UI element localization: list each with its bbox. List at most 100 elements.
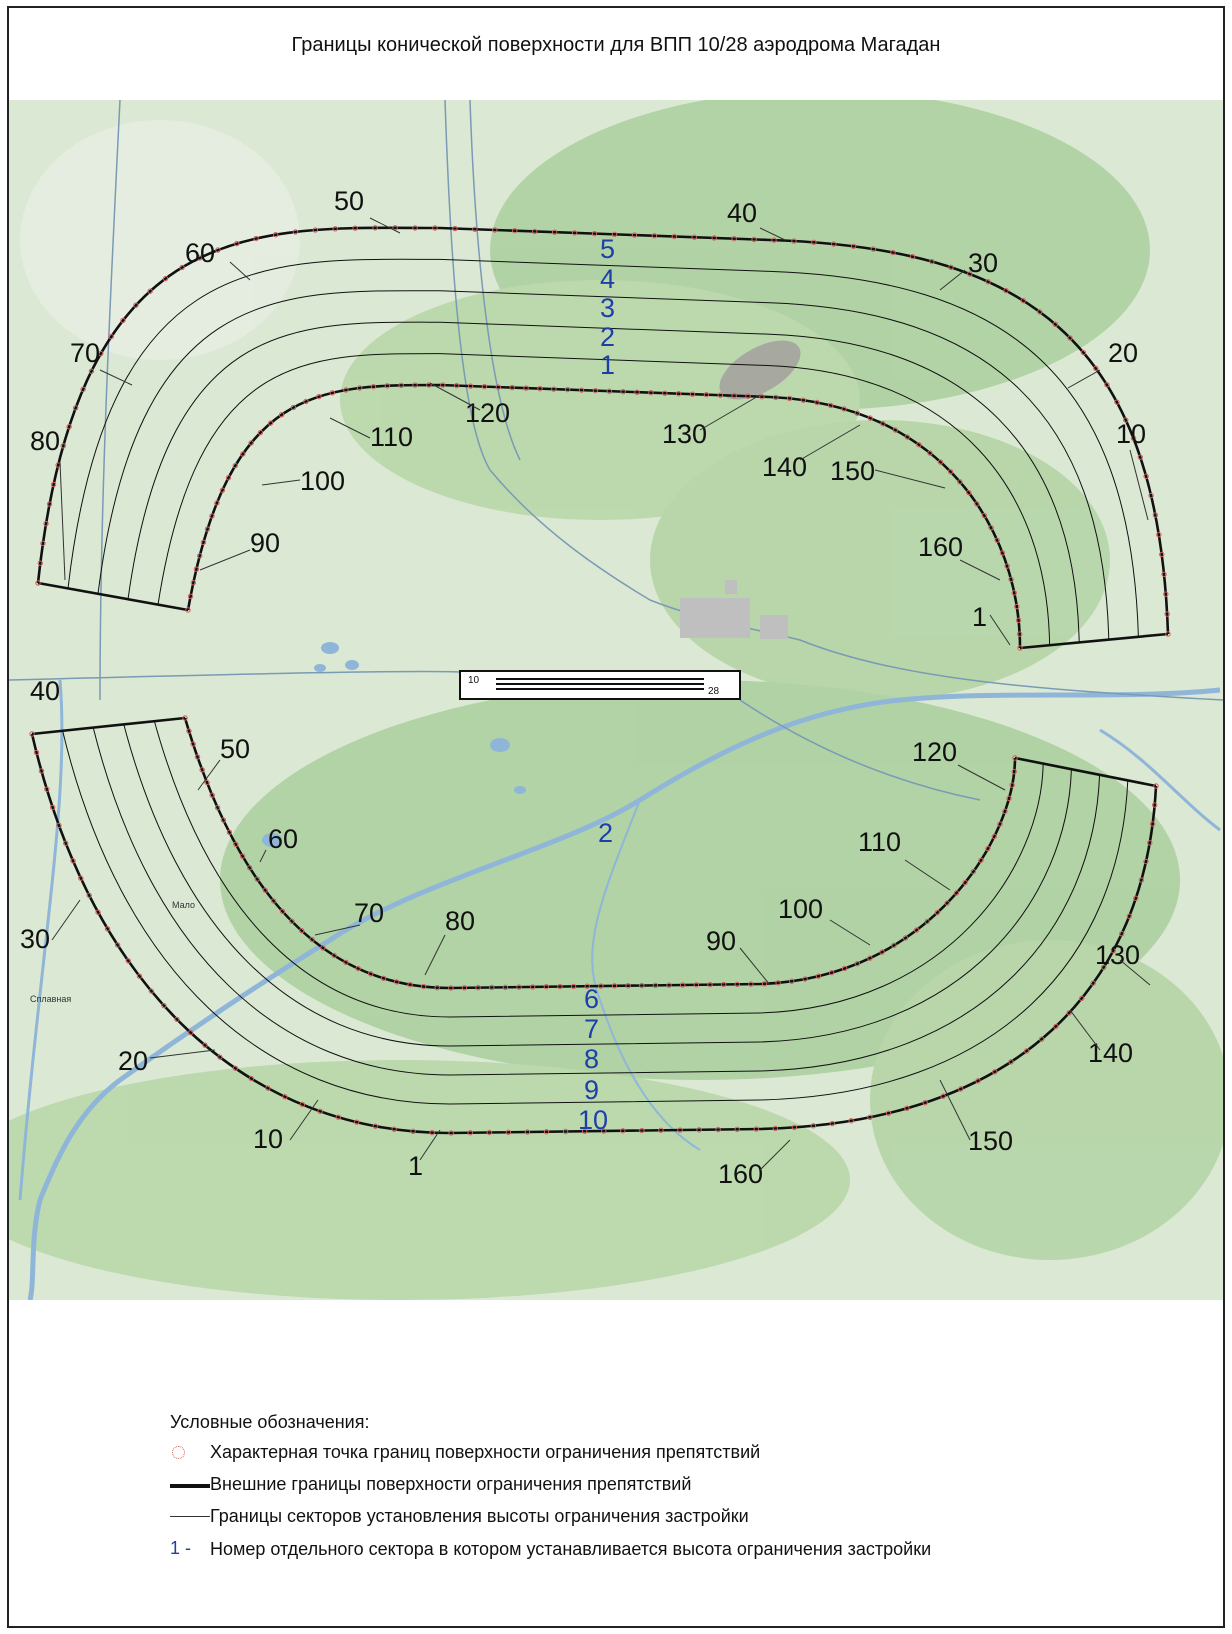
south-outer-point xyxy=(1138,877,1145,883)
north-outer-leader-6 xyxy=(229,261,251,281)
south-inner-point xyxy=(279,908,286,915)
north-inner-point xyxy=(426,382,432,388)
south-inner-label-5: 100 xyxy=(778,894,823,924)
south-inner-label-0: 50 xyxy=(220,734,250,764)
south-outer-label-2: 150 xyxy=(968,1126,1013,1156)
south-inner-point xyxy=(254,876,260,882)
south-outer-point xyxy=(125,958,131,964)
north-inner-label-6: 150 xyxy=(830,456,875,486)
south-outer-point xyxy=(1119,931,1125,937)
south-outer-point xyxy=(867,1114,873,1121)
lake-layer xyxy=(262,642,526,847)
north-inner-point xyxy=(827,402,834,409)
dot-circle-icon xyxy=(170,1442,210,1464)
south-inner-point xyxy=(475,984,481,991)
south-inner-point xyxy=(598,983,604,989)
north-outer-point xyxy=(147,288,153,294)
north-inner-leader-2 xyxy=(329,417,371,439)
north-inner-point xyxy=(453,382,460,389)
south-inner-point xyxy=(707,981,713,988)
north-inner-point xyxy=(988,524,994,531)
north-inner-point xyxy=(257,429,264,436)
south-inner-point xyxy=(867,955,873,961)
north-outer-point xyxy=(671,233,678,240)
south-outer-point xyxy=(1038,1036,1045,1042)
north-outer-point xyxy=(771,237,777,243)
north-inner-point xyxy=(1004,563,1010,569)
sector-number-8: 8 xyxy=(584,1044,599,1074)
north-outer-point xyxy=(1161,571,1167,577)
north-inner-point xyxy=(190,580,197,586)
sector-number-4: 4 xyxy=(600,264,615,294)
south-outer-point xyxy=(1110,948,1116,954)
south-outer-point xyxy=(791,1124,798,1131)
north-outer-point xyxy=(40,540,46,547)
south-outer-point xyxy=(70,858,76,864)
south-outer-point xyxy=(265,1085,271,1091)
south-outer-leader-7 xyxy=(51,899,81,941)
north-inner-point xyxy=(773,394,779,401)
north-inner-point xyxy=(193,566,200,572)
north-outer-point xyxy=(98,350,104,357)
south-inner-leader-0 xyxy=(197,759,221,791)
south-outer-leader-1 xyxy=(1069,1009,1101,1051)
south-inner-leader-1 xyxy=(259,849,267,863)
north-inner-leader-1 xyxy=(261,479,301,486)
south-outer-point xyxy=(975,1078,981,1084)
north-inner-leader-0 xyxy=(199,549,251,571)
south-band-sector-boundary-2 xyxy=(92,727,1101,1076)
place-label-splavnaya: Сплавная xyxy=(30,994,71,1004)
north-outer-point xyxy=(651,233,658,239)
south-inner-point xyxy=(978,857,984,863)
south-outer-point xyxy=(829,1120,836,1127)
south-inner-point xyxy=(320,945,326,951)
north-outer-point xyxy=(1159,551,1165,558)
north-inner-point xyxy=(1016,631,1023,637)
north-inner-point xyxy=(481,383,488,390)
north-inner-point xyxy=(994,537,1000,543)
north-outer-point xyxy=(850,243,857,249)
runway-label-28: 28 xyxy=(708,686,720,697)
north-outer-leader-7 xyxy=(99,369,133,386)
south-outer-point xyxy=(639,1127,645,1134)
south-inner-point xyxy=(734,981,740,987)
south-outer-leader-4 xyxy=(419,1129,441,1161)
north-outer-point xyxy=(1130,435,1137,442)
south-inner-point xyxy=(270,898,277,904)
north-outer-point xyxy=(179,264,185,271)
north-inner-label-7: 160 xyxy=(918,532,963,562)
south-outer-point xyxy=(922,1099,928,1106)
north-inner-point xyxy=(197,553,203,559)
south-outer-label-1: 140 xyxy=(1088,1038,1133,1068)
south-outer-point xyxy=(317,1108,323,1115)
north-outer-point xyxy=(432,225,438,231)
north-inner-point xyxy=(854,410,860,416)
south-inner-point xyxy=(262,887,268,893)
north-outer-point xyxy=(731,235,737,242)
north-outer-point xyxy=(35,580,41,586)
north-inner-point xyxy=(592,387,599,394)
south-inner-point xyxy=(652,982,659,989)
south-inner-leader-4 xyxy=(739,947,771,986)
north-outer-leader-3 xyxy=(939,269,966,291)
south-inner-label-1: 60 xyxy=(268,824,298,854)
south-inner-point xyxy=(367,971,374,977)
north-inner-point xyxy=(495,384,502,390)
north-inner-label-1: 100 xyxy=(300,466,345,496)
south-band-outer-boundary xyxy=(30,733,1158,1135)
north-inner-point xyxy=(564,386,571,393)
north-inner-point xyxy=(974,501,980,507)
north-inner-point xyxy=(966,489,972,496)
south-outer-point xyxy=(1078,995,1085,1002)
south-outer-leader-0 xyxy=(1119,959,1151,986)
north-outer-point xyxy=(532,228,538,235)
north-inner-point xyxy=(356,385,363,391)
map-canvas[interactable]: Мало Сплавная 10 28 11020304050607080901… xyxy=(9,100,1223,1300)
north-outer-point xyxy=(133,302,139,308)
south-inner-point xyxy=(199,767,205,773)
north-outer-point xyxy=(967,271,973,277)
north-inner-point xyxy=(523,385,529,391)
north-outer-point xyxy=(791,238,797,244)
north-outer-point xyxy=(46,501,53,507)
runway[interactable]: 10 28 xyxy=(459,670,741,700)
